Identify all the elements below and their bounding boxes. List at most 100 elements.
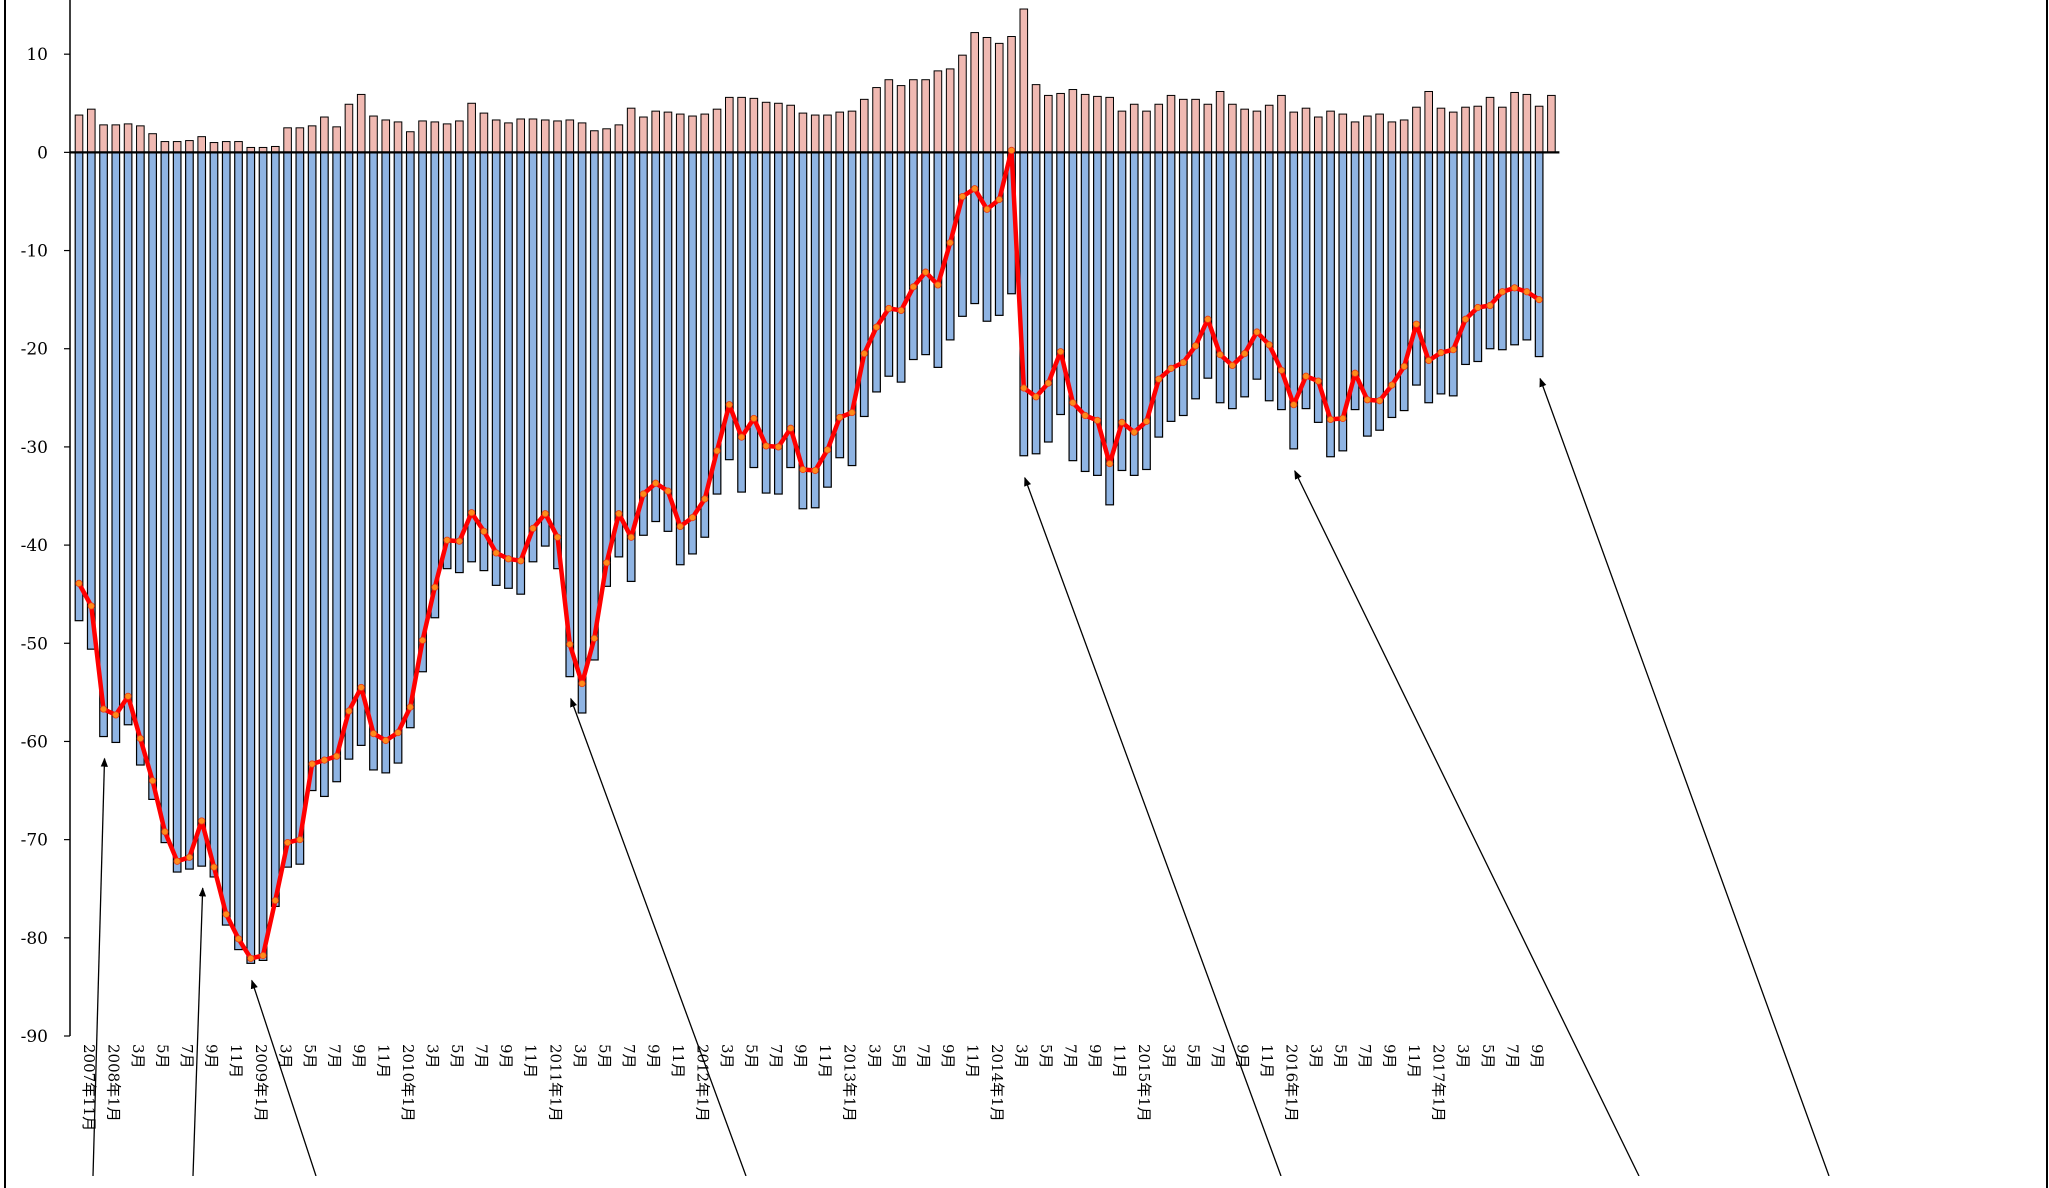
line-point <box>136 734 144 743</box>
line-point <box>676 522 684 531</box>
positive-bar <box>1485 96 1495 153</box>
x-tick-label: 11月 <box>522 1044 540 1078</box>
positive-bar <box>810 114 820 153</box>
positive-bar <box>99 124 108 153</box>
x-tick-label: 9月 <box>792 1044 810 1069</box>
negative-bar <box>982 151 992 322</box>
positive-bar <box>749 97 759 153</box>
annotation-arrow <box>92 757 108 1176</box>
positive-bar <box>921 79 930 153</box>
line-point <box>1510 284 1519 292</box>
line-point <box>1290 401 1298 409</box>
y-tick-label: 0 <box>37 143 48 163</box>
positive-bar <box>761 101 771 153</box>
positive-bar <box>1473 105 1483 153</box>
negative-bar <box>405 151 415 729</box>
positive-bar <box>994 42 1004 153</box>
positive-bar <box>1412 106 1421 153</box>
negative-bar <box>246 151 256 964</box>
positive-bar <box>1399 119 1409 153</box>
positive-bar <box>1522 93 1532 153</box>
x-tick-label: 5月 <box>1184 1044 1202 1069</box>
x-tick-label: 11月 <box>963 1044 981 1078</box>
line-point <box>1142 417 1151 425</box>
positive-bar <box>356 93 366 153</box>
line-point <box>394 729 402 737</box>
line-series <box>75 146 1543 963</box>
positive-bar <box>737 96 746 153</box>
negative-bar <box>160 151 170 844</box>
line-point <box>369 729 378 738</box>
negative-bar <box>454 151 464 574</box>
x-tick-label: 5月 <box>1479 1044 1497 1069</box>
positive-bar <box>123 123 133 153</box>
negative-bar <box>540 151 550 547</box>
positive-bar <box>136 125 145 153</box>
negative-bar <box>847 151 857 467</box>
x-tick-label: 11月 <box>374 1044 392 1078</box>
line-point <box>1069 399 1077 407</box>
positive-bar <box>381 119 391 153</box>
positive-bar <box>516 118 526 153</box>
positive-bar <box>798 112 808 153</box>
line-point <box>1191 342 1200 350</box>
x-tick-label: 7月 <box>1062 1044 1080 1069</box>
negative-bar <box>1375 151 1385 431</box>
negative-bar <box>1215 151 1225 404</box>
negative-bar <box>307 151 317 792</box>
negative-bar <box>835 151 845 459</box>
positive-bar-series <box>74 8 1556 153</box>
negative-bar <box>958 151 967 317</box>
negative-bar <box>1497 151 1507 351</box>
negative-bar <box>1522 151 1532 341</box>
positive-bar <box>491 119 501 153</box>
x-tick-label: 9月 <box>939 1044 957 1069</box>
x-tick-label: 11月 <box>1111 1044 1129 1078</box>
line-point <box>983 205 991 213</box>
negative-bar <box>148 151 158 800</box>
line-point <box>333 752 341 760</box>
x-tick-label: 2011年1月 <box>546 1044 564 1122</box>
line-point <box>823 446 832 454</box>
positive-bar <box>1338 113 1348 153</box>
line-point <box>480 527 488 535</box>
line-point <box>149 777 157 785</box>
negative-bar <box>1080 151 1090 473</box>
positive-bar <box>614 124 624 153</box>
x-tick-label: 5月 <box>1037 1044 1055 1069</box>
positive-bar <box>1252 110 1262 153</box>
line-point <box>799 465 807 474</box>
positive-bar <box>528 118 538 153</box>
x-tick-label: 2012年1月 <box>694 1044 712 1122</box>
positive-bar <box>160 141 170 153</box>
line-point <box>1228 361 1236 370</box>
negative-bar <box>675 151 685 566</box>
positive-bar <box>847 110 857 153</box>
x-tick-label: 7月 <box>620 1044 638 1069</box>
x-tick-label: 7月 <box>914 1044 932 1069</box>
negative-bar <box>626 151 636 583</box>
negative-bar <box>209 151 219 878</box>
x-tick-label: 2016年1月 <box>1282 1044 1300 1122</box>
line-point <box>762 442 770 450</box>
line-point <box>1057 348 1065 356</box>
x-tick-label: 7月 <box>767 1044 785 1069</box>
annotation-arrow <box>1024 476 1282 1176</box>
negative-bar <box>221 151 231 926</box>
negative-bar <box>1485 151 1495 350</box>
negative-bar <box>504 151 513 589</box>
negative-bar <box>467 151 477 563</box>
line-point <box>1498 288 1506 296</box>
x-tick-label: 9月 <box>1381 1044 1399 1069</box>
negative-bar <box>1534 151 1544 358</box>
x-tick-label: 2008年1月 <box>105 1044 123 1122</box>
line-point <box>1106 459 1114 468</box>
positive-bar <box>1215 90 1225 153</box>
negative-bar <box>234 151 243 951</box>
line-point <box>1118 418 1126 426</box>
positive-bar <box>970 32 980 153</box>
line-point <box>357 683 365 692</box>
negative-bar <box>737 151 746 493</box>
positive-bar <box>1068 89 1078 153</box>
